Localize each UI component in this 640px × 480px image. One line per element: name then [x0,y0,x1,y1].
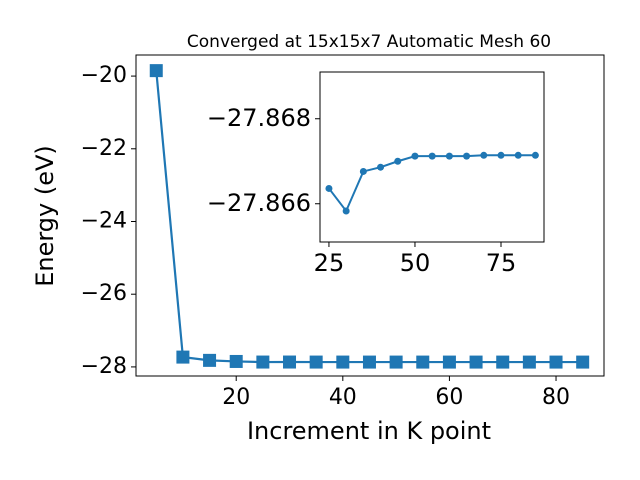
marker [497,151,505,159]
y-tick-label: −27.866 [207,189,311,217]
marker [469,355,483,369]
marker [256,355,270,369]
marker [411,152,419,160]
marker [176,350,190,364]
y-tick-label: −22 [81,136,127,161]
x-tick-label: 75 [486,249,517,277]
marker [283,355,297,369]
marker [496,355,510,369]
chart-title: Converged at 15x15x7 Automatic Mesh 60 [187,32,551,52]
marker [531,151,539,159]
axes-frame [135,54,605,377]
marker [309,355,323,369]
marker [442,355,456,369]
x-tick-label: 60 [435,385,463,410]
y-tick-label: −24 [81,208,127,233]
marker [576,355,590,369]
y-tick-label: −20 [81,63,127,88]
marker [229,354,243,368]
marker [416,355,430,369]
marker [480,151,488,159]
marker [445,152,453,160]
marker [325,184,333,192]
marker [359,167,367,175]
x-tick-label: 25 [314,249,345,277]
marker [336,355,350,369]
marker [149,64,163,78]
marker [389,355,403,369]
axes-frame [319,71,545,243]
y-tick-label: −26 [81,281,127,306]
marker [394,157,402,165]
marker [428,152,436,160]
y-axis-label: Energy (eV) [31,145,59,287]
marker [522,355,536,369]
y-tick-label: −28 [81,354,127,379]
x-axis-label: Increment in K point [247,417,491,445]
y-tick-label: −27.868 [207,104,311,132]
x-tick-label: 50 [400,249,431,277]
x-tick-label: 80 [542,385,570,410]
x-tick-label: 40 [329,385,357,410]
marker [377,163,385,171]
marker [342,207,350,215]
x-tick-label: 20 [222,385,250,410]
marker [463,152,471,160]
marker [514,151,522,159]
marker [203,353,217,367]
marker [549,355,563,369]
marker [362,355,376,369]
